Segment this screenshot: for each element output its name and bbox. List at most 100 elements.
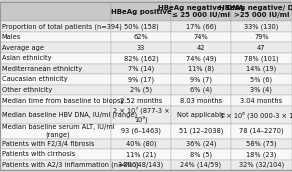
Bar: [111, 106, 171, 124]
Bar: [111, 32, 171, 42]
Bar: [0, 21, 111, 32]
Text: 62%: 62%: [133, 34, 148, 40]
Bar: [171, 106, 231, 124]
Text: HBeAg negative/ DNA
>25 000 IU/ml: HBeAg negative/ DNA >25 000 IU/ml: [218, 5, 292, 18]
Text: 34% (48/143): 34% (48/143): [118, 162, 164, 168]
Text: Not applicable: Not applicable: [177, 112, 225, 118]
Text: 58% (75): 58% (75): [246, 141, 277, 147]
Bar: [111, 85, 171, 95]
Text: 1 × 10⁶ (30 000-3 × 10⁹): 1 × 10⁶ (30 000-3 × 10⁹): [220, 111, 292, 119]
Text: 11% (8): 11% (8): [188, 66, 214, 72]
Bar: [0, 139, 111, 149]
Bar: [0, 2, 111, 21]
Bar: [0, 106, 111, 124]
Bar: [0, 160, 111, 170]
Bar: [171, 124, 231, 139]
Text: Asian ethnicity: Asian ethnicity: [2, 55, 51, 61]
Text: 8.03 months: 8.03 months: [180, 98, 222, 104]
Bar: [111, 2, 171, 21]
Bar: [171, 21, 231, 32]
Bar: [231, 85, 292, 95]
Text: 51 (12–2038): 51 (12–2038): [179, 128, 223, 135]
Text: 14% (19): 14% (19): [246, 66, 277, 72]
Text: Other ethnicity: Other ethnicity: [2, 87, 52, 93]
Bar: [0, 53, 111, 64]
Text: 93 (6–1463): 93 (6–1463): [121, 128, 161, 135]
Text: 18% (23): 18% (23): [246, 151, 277, 158]
Text: 78% (101): 78% (101): [244, 55, 279, 62]
Text: 9% (7): 9% (7): [190, 76, 212, 83]
Bar: [171, 42, 231, 53]
Bar: [111, 74, 171, 85]
Bar: [171, 74, 231, 85]
Bar: [231, 64, 292, 74]
Text: 2.52 months: 2.52 months: [120, 98, 162, 104]
Text: 42: 42: [197, 45, 205, 51]
Text: 9% (17): 9% (17): [128, 76, 154, 83]
Bar: [111, 64, 171, 74]
Bar: [0, 95, 111, 106]
Bar: [111, 95, 171, 106]
Bar: [171, 160, 231, 170]
Bar: [231, 2, 292, 21]
Text: 5% (6): 5% (6): [250, 76, 272, 83]
Text: 7% (14): 7% (14): [128, 66, 154, 72]
Text: 3% (4): 3% (4): [250, 87, 272, 93]
Bar: [231, 160, 292, 170]
Bar: [231, 74, 292, 85]
Bar: [231, 139, 292, 149]
Text: 74%: 74%: [193, 34, 208, 40]
Text: Mediterranean ethnicity: Mediterranean ethnicity: [2, 66, 82, 72]
Text: Patients with cirrhosis: Patients with cirrhosis: [2, 151, 75, 157]
Text: HBeAg negative/ DNA
≤ 25 000 IU/ml: HBeAg negative/ DNA ≤ 25 000 IU/ml: [158, 5, 244, 18]
Bar: [231, 106, 292, 124]
Bar: [231, 53, 292, 64]
Bar: [171, 53, 231, 64]
Bar: [111, 21, 171, 32]
Text: Patients with F2/3/4 fibrosis: Patients with F2/3/4 fibrosis: [2, 141, 94, 147]
Bar: [231, 21, 292, 32]
Bar: [171, 2, 231, 21]
Bar: [0, 42, 111, 53]
Bar: [231, 95, 292, 106]
Bar: [171, 139, 231, 149]
Bar: [111, 53, 171, 64]
Text: Median baseline HBV DNA, IU/ml (range): Median baseline HBV DNA, IU/ml (range): [2, 112, 137, 118]
Text: 79%: 79%: [254, 34, 269, 40]
Text: 33: 33: [137, 45, 145, 51]
Text: Caucasian ethnicity: Caucasian ethnicity: [2, 76, 67, 82]
Bar: [231, 32, 292, 42]
Bar: [111, 149, 171, 160]
Bar: [0, 74, 111, 85]
Bar: [231, 149, 292, 160]
Bar: [0, 32, 111, 42]
Bar: [171, 32, 231, 42]
Bar: [171, 149, 231, 160]
Bar: [0, 149, 111, 160]
Bar: [231, 124, 292, 139]
Text: 24% (14/59): 24% (14/59): [180, 162, 221, 168]
Text: Median time from baseline to biopsy: Median time from baseline to biopsy: [2, 98, 124, 104]
Text: 11% (21): 11% (21): [126, 151, 156, 158]
Bar: [111, 139, 171, 149]
Text: 36% (24): 36% (24): [185, 141, 216, 147]
Text: 33% (130): 33% (130): [244, 23, 279, 30]
Bar: [0, 64, 111, 74]
Text: 8% (5): 8% (5): [190, 151, 212, 158]
Text: 74% (49): 74% (49): [185, 55, 216, 62]
Text: 3.04 months: 3.04 months: [240, 98, 282, 104]
Bar: [111, 160, 171, 170]
Text: 50% (158): 50% (158): [124, 23, 158, 30]
Text: 40% (80): 40% (80): [126, 141, 156, 147]
Bar: [111, 124, 171, 139]
Text: 17% (66): 17% (66): [185, 23, 216, 30]
Bar: [171, 64, 231, 74]
Text: Median baseline serum ALT, IU/ml
(range): Median baseline serum ALT, IU/ml (range): [2, 124, 114, 138]
Text: Average age: Average age: [2, 45, 44, 51]
Text: Males: Males: [2, 34, 21, 40]
Text: 32% (32/104): 32% (32/104): [239, 162, 284, 168]
Text: 2 × 10⁷ (877-3 ×
10⁹): 2 × 10⁷ (877-3 × 10⁹): [113, 107, 169, 123]
Bar: [0, 124, 111, 139]
Text: HBeAg positive: HBeAg positive: [110, 9, 171, 14]
Text: Patients with A2/3 inflammation (n=306): Patients with A2/3 inflammation (n=306): [2, 162, 138, 168]
